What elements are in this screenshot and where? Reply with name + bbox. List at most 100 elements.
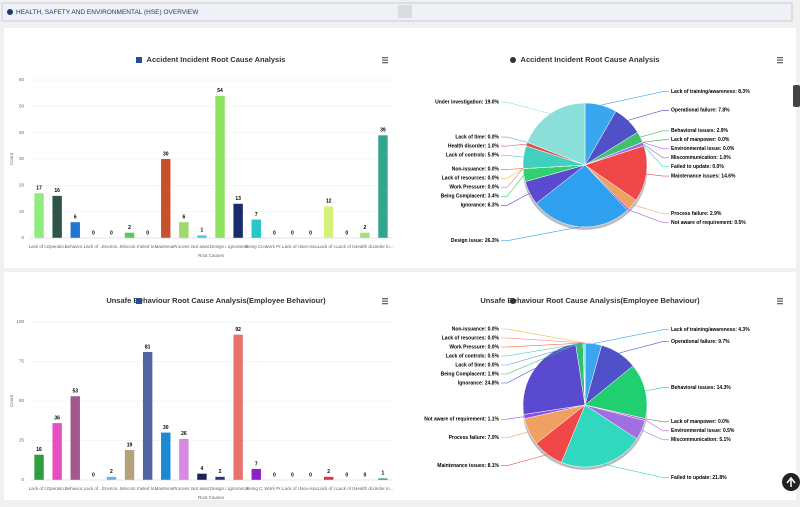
menu-icon[interactable] bbox=[777, 298, 783, 300]
value-label: 2 bbox=[219, 469, 222, 475]
data-label: Process failure: 2.9% bbox=[671, 211, 722, 217]
y-tick-label: 10 bbox=[19, 209, 25, 214]
menu-icon[interactable] bbox=[382, 300, 388, 302]
bar bbox=[124, 449, 135, 480]
data-label: Being Complacent: 3.4% bbox=[441, 194, 500, 200]
menu-icon[interactable] bbox=[382, 57, 388, 59]
x-tick-label: Not awar... bbox=[191, 244, 213, 249]
x-tick-label: Lack of r... bbox=[282, 486, 303, 491]
leader-line bbox=[641, 429, 669, 441]
data-label: Operational failure: 9.7% bbox=[671, 339, 730, 345]
menu-icon[interactable] bbox=[382, 59, 388, 61]
bar bbox=[251, 219, 261, 238]
x-tick-label: Operatio... bbox=[47, 486, 68, 491]
leader-line bbox=[642, 139, 669, 143]
x-tick-label: Behavior... bbox=[65, 486, 86, 491]
panel bbox=[4, 272, 796, 500]
leader-line bbox=[643, 143, 669, 159]
value-label: 16 bbox=[36, 447, 42, 453]
title-icon bbox=[136, 298, 142, 304]
data-label: Behavioral issues: 2.9% bbox=[671, 128, 729, 134]
bar bbox=[179, 438, 189, 480]
data-label: Miscommunication: 5.1% bbox=[671, 437, 731, 443]
y-axis-label: Count bbox=[9, 152, 14, 165]
x-tick-label: Environ... bbox=[102, 244, 121, 249]
chart-title: Accident Incident Root Cause Analysis bbox=[147, 55, 286, 64]
data-label: Process failure: 7.0% bbox=[449, 435, 500, 441]
value-label: 81 bbox=[145, 344, 151, 350]
leader-line bbox=[501, 226, 581, 242]
x-tick-label: Miscom... bbox=[120, 244, 139, 249]
y-tick-label: 30 bbox=[19, 156, 25, 161]
x-tick-label: Maintena... bbox=[155, 244, 177, 249]
leader-line bbox=[501, 168, 524, 179]
x-tick-label: Lack of t... bbox=[29, 486, 50, 491]
x-tick-label: Failed to... bbox=[137, 486, 158, 491]
menu-icon[interactable] bbox=[777, 62, 783, 64]
x-tick-label: Lack of ... bbox=[84, 244, 104, 249]
value-label: 0 bbox=[110, 230, 113, 236]
leader-line bbox=[501, 342, 580, 375]
menu-icon[interactable] bbox=[382, 298, 388, 300]
y-tick-label: 25 bbox=[19, 438, 25, 443]
data-label: Work Pressure: 0.0% bbox=[449, 344, 499, 350]
bar bbox=[34, 193, 44, 238]
header-title: HEALTH, SAFETY AND ENVIRONMENTAL (HSE) O… bbox=[16, 9, 199, 16]
value-label: 2 bbox=[327, 469, 330, 475]
leader-line bbox=[501, 342, 585, 357]
data-label: Non-issuance: 0.0% bbox=[452, 167, 500, 173]
data-label: Behavioral issues: 14.3% bbox=[671, 385, 731, 391]
bar bbox=[215, 95, 225, 238]
leader-line bbox=[501, 192, 530, 206]
value-label: 0 bbox=[345, 230, 348, 236]
leader-line bbox=[593, 329, 669, 344]
value-label: 0 bbox=[92, 472, 95, 478]
arrow-icon bbox=[786, 476, 796, 487]
data-label: Environmental issue: 0.0% bbox=[671, 146, 735, 152]
x-tick-label: Process ... bbox=[173, 486, 194, 491]
data-label: Lack of time: 0.0% bbox=[455, 134, 499, 140]
x-tick-label: Maintena... bbox=[155, 486, 177, 491]
value-label: 92 bbox=[235, 327, 241, 333]
menu-icon[interactable] bbox=[382, 62, 388, 64]
x-tick-label: Design i... bbox=[210, 486, 230, 491]
leader-line bbox=[501, 368, 536, 384]
x-tick-label: Health di... bbox=[354, 486, 376, 491]
value-label: 7 bbox=[255, 212, 258, 218]
value-label: 4 bbox=[201, 466, 204, 472]
leader-line bbox=[645, 387, 669, 392]
value-label: 0 bbox=[273, 472, 276, 478]
value-label: 0 bbox=[291, 230, 294, 236]
data-label: Lack of controls: 5.9% bbox=[446, 153, 500, 159]
leader-line bbox=[501, 143, 527, 147]
x-tick-label: Under in... bbox=[373, 244, 394, 249]
menu-icon[interactable] bbox=[777, 57, 783, 59]
bar bbox=[161, 432, 171, 480]
menu-icon[interactable] bbox=[777, 300, 783, 302]
title-icon bbox=[136, 57, 142, 63]
menu-icon[interactable] bbox=[777, 59, 783, 61]
leader-line bbox=[501, 175, 525, 197]
value-label: 2 bbox=[363, 225, 366, 231]
bar bbox=[106, 476, 117, 480]
y-tick-label: 20 bbox=[19, 183, 25, 188]
menu-icon[interactable] bbox=[777, 303, 783, 305]
value-label: 7 bbox=[255, 461, 258, 467]
data-label: Failed to update: 0.0% bbox=[671, 164, 724, 170]
side-tab[interactable] bbox=[793, 85, 800, 107]
x-axis-label: Root Causes bbox=[198, 495, 225, 500]
leader-line bbox=[627, 209, 669, 224]
data-label: Ignorance: 24.8% bbox=[458, 380, 500, 386]
grid-handle[interactable] bbox=[398, 5, 412, 18]
menu-icon[interactable] bbox=[382, 303, 388, 305]
bar bbox=[197, 235, 207, 238]
bar bbox=[323, 206, 334, 238]
x-tick-label: Health di... bbox=[354, 244, 376, 249]
bar bbox=[34, 454, 44, 480]
leader-line bbox=[501, 454, 548, 466]
x-tick-label: Non-issu... bbox=[300, 244, 322, 249]
pie-slice bbox=[522, 343, 586, 415]
bar bbox=[360, 232, 370, 238]
y-tick-label: 50 bbox=[19, 104, 25, 109]
value-label: 13 bbox=[235, 196, 241, 202]
